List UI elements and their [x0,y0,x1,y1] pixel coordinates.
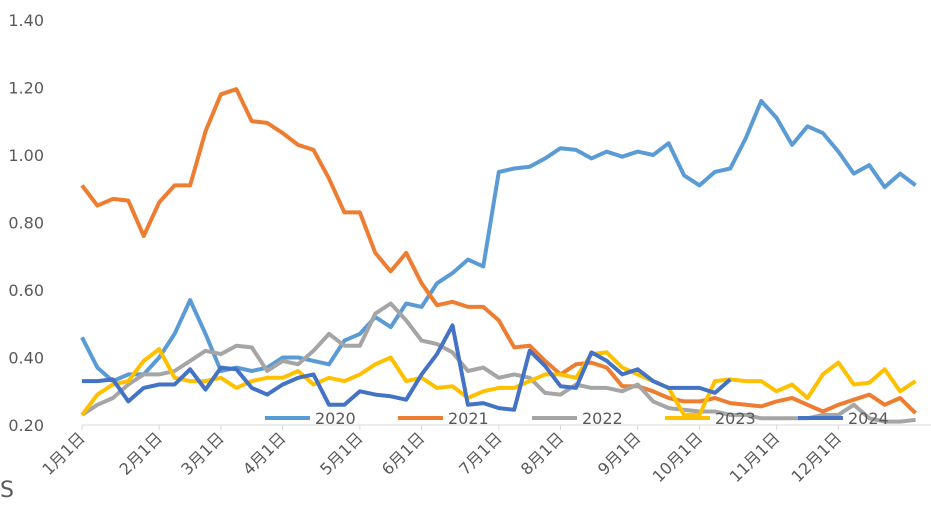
legend-label: 2021 [448,409,489,428]
x-tick-label: 11月1日 [726,428,784,486]
x-tick-label: 2月1日 [116,428,166,478]
x-tick-label: 3月1日 [177,428,227,478]
x-tick-label: 6月1日 [378,428,428,478]
y-tick-label: 1.20 [8,79,44,98]
x-tick-label: 4月1日 [239,428,289,478]
note: S [0,478,14,503]
series-line [82,323,732,412]
series-line [80,301,916,424]
x-tick-label: 1月1日 [38,428,88,478]
legend-label: 2024 [848,409,889,428]
legend-label: 2020 [315,409,356,428]
x-tick-label: 9月1日 [594,428,644,478]
y-tick-label: 0.20 [8,416,44,435]
y-tick-label: 1.00 [8,146,44,165]
x-tick-label: 8月1日 [517,428,567,478]
x-tick-label: 5月1日 [316,428,366,478]
x-tick-label: 12月1日 [788,428,846,486]
y-tick-label: 0.40 [8,349,44,368]
legend-label: 2023 [715,409,756,428]
series-line [80,87,918,415]
x-tick-label: 7月1日 [455,428,505,478]
y-tick-label: 1.40 [8,11,44,30]
series-line [80,347,917,417]
y-tick-label: 0.60 [8,281,44,300]
x-tick-label: 10月1日 [649,428,707,486]
series-line [80,99,917,384]
y-tick-label: 0.80 [8,214,44,233]
legend-label: 2022 [582,409,623,428]
